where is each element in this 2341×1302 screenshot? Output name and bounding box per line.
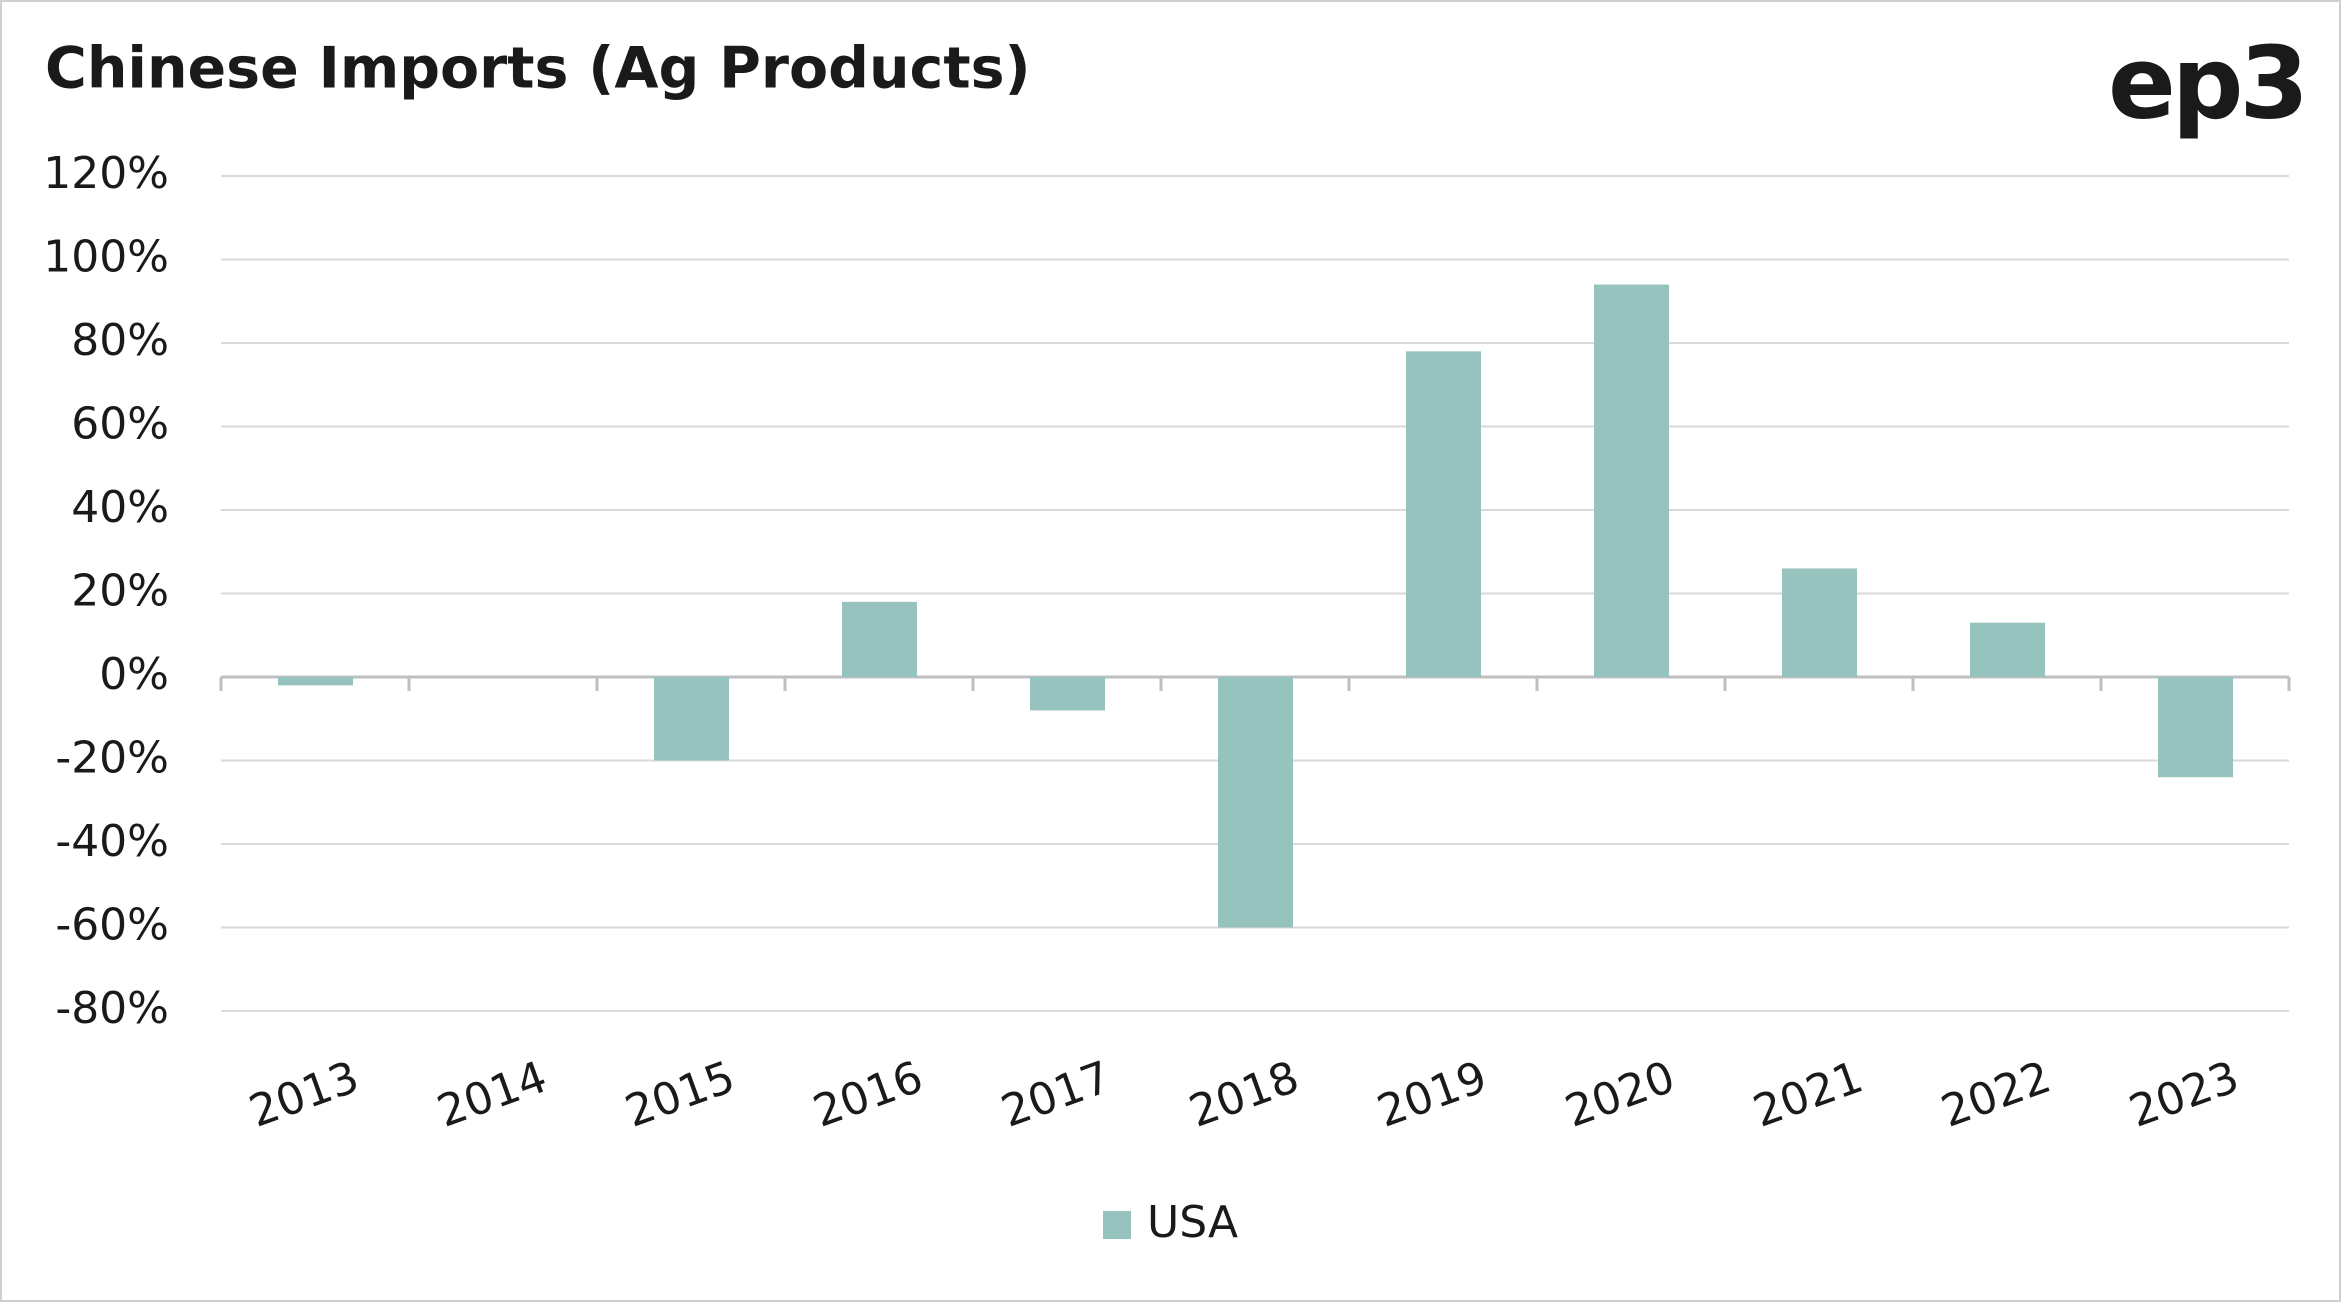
logo: ep3: [2108, 24, 2305, 141]
bar: [1218, 677, 1293, 928]
y-tick-label: 120%: [43, 148, 169, 199]
bar: [842, 601, 917, 677]
bar: [1030, 677, 1105, 711]
y-tick-label: -60%: [55, 900, 169, 951]
y-tick-label: -80%: [55, 983, 169, 1034]
y-tick-label: -20%: [55, 733, 169, 784]
legend-label: USA: [1147, 1197, 1238, 1248]
bar: [1406, 351, 1481, 677]
y-tick-label: -40%: [55, 816, 169, 867]
y-tick-label: 100%: [43, 232, 169, 283]
y-tick-label: 40%: [71, 482, 169, 533]
bar: [1782, 568, 1857, 677]
bar: [1970, 622, 2045, 677]
bar: [278, 677, 353, 686]
bar: [2158, 677, 2233, 778]
y-tick-label: 60%: [71, 399, 169, 450]
y-tick-label: 80%: [71, 315, 169, 366]
chart-title: Chinese Imports (Ag Products): [45, 36, 1031, 102]
y-tick-label: 20%: [71, 566, 169, 617]
bar: [654, 677, 729, 761]
legend-swatch: [1103, 1211, 1131, 1239]
bar: [1594, 284, 1669, 677]
y-tick-label: 0%: [99, 649, 169, 700]
